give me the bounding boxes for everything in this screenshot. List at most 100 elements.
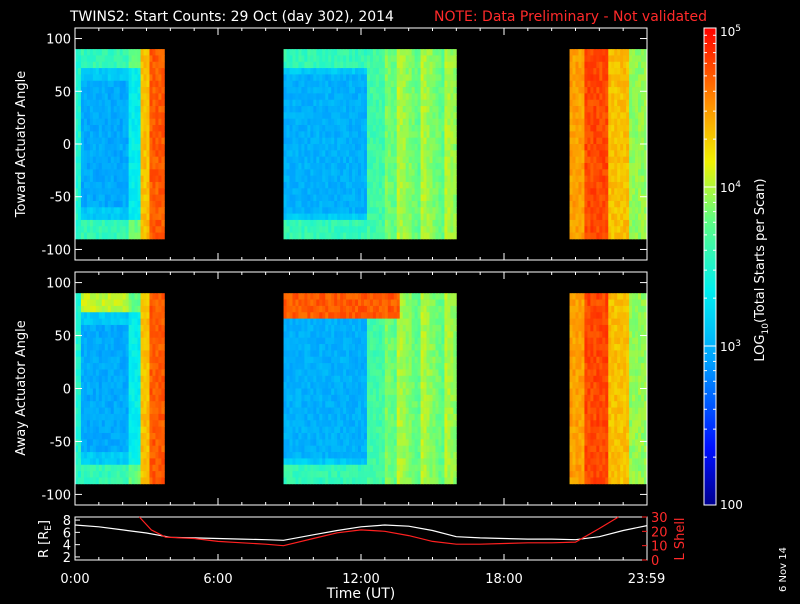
heatmap-cell (412, 163, 415, 170)
heatmap-cell (587, 131, 590, 138)
heatmap-cell (105, 100, 108, 107)
heatmap-cell (129, 201, 132, 208)
heatmap-cell (337, 344, 340, 351)
heatmap-cell (400, 233, 403, 240)
heatmap-cell (129, 55, 132, 62)
heatmap-cell (337, 157, 340, 164)
heatmap-cell (120, 74, 123, 81)
heatmap-cell (313, 112, 316, 119)
heatmap-cell (149, 150, 152, 157)
heatmap-cell (78, 207, 81, 214)
heatmap-cell (608, 201, 611, 208)
heatmap-cell (391, 138, 394, 145)
heatmap-cell (120, 452, 123, 459)
heatmap-cell (84, 182, 87, 189)
heatmap-cell (93, 207, 96, 214)
heatmap-cell (328, 74, 331, 81)
heatmap-cell (310, 195, 313, 202)
heatmap-cell (325, 357, 328, 364)
heatmap-cell (135, 207, 138, 214)
heatmap-cell (367, 163, 370, 170)
heatmap-cell (123, 214, 126, 221)
heatmap-cell (611, 220, 614, 227)
heatmap-cell (147, 131, 150, 138)
heatmap-cell (394, 131, 397, 138)
heatmap-cell (325, 100, 328, 107)
heatmap-cell (301, 119, 304, 126)
heatmap-cell (108, 214, 111, 221)
heatmap-cell (84, 331, 87, 338)
heatmap-cell (388, 138, 391, 145)
heatmap-cell (161, 195, 164, 202)
heatmap-cell (304, 382, 307, 389)
heatmap-cell (614, 68, 617, 75)
heatmap-cell (287, 331, 290, 338)
heatmap-cell (635, 138, 638, 145)
heatmap-cell (78, 357, 81, 364)
heatmap-cell (298, 74, 301, 81)
heatmap-cell (382, 125, 385, 132)
heatmap-cell (298, 414, 301, 421)
heatmap-cell (144, 201, 147, 208)
heatmap-cell (409, 188, 412, 195)
heatmap-cell (638, 163, 641, 170)
heatmap-cell (620, 207, 623, 214)
heatmap-cell (81, 458, 84, 465)
heatmap-cell (385, 188, 388, 195)
heatmap-cell (403, 125, 406, 132)
heatmap-cell (78, 62, 81, 69)
heatmap-cell (331, 420, 334, 427)
heatmap-cell (298, 420, 301, 427)
heatmap-cell (129, 319, 132, 326)
heatmap-cell (641, 93, 644, 100)
heatmap-cell (629, 55, 632, 62)
heatmap-cell (290, 74, 293, 81)
heatmap-cell (105, 106, 108, 113)
heatmap-cell (111, 119, 114, 126)
heatmap-cell (290, 325, 293, 332)
heatmap-cell (117, 138, 120, 145)
heatmap-cell (581, 93, 584, 100)
heatmap-cell (132, 157, 135, 164)
heatmap-cell (158, 62, 161, 69)
heatmap-cell (284, 176, 287, 183)
heatmap-cell (364, 138, 367, 145)
heatmap-cell (322, 350, 325, 357)
heatmap-cell (292, 157, 295, 164)
heatmap-cell (108, 344, 111, 351)
heatmap-cell (158, 93, 161, 100)
heatmap-cell (81, 401, 84, 408)
heatmap-cell (96, 119, 99, 126)
heatmap-cell (382, 201, 385, 208)
heatmap-cell (96, 452, 99, 459)
heatmap-cell (581, 74, 584, 81)
heatmap-cell (331, 369, 334, 376)
heatmap-cell (337, 433, 340, 440)
heatmap-cell (584, 112, 587, 119)
heatmap-cell (400, 195, 403, 202)
heatmap-cell (319, 131, 322, 138)
heatmap-cell (75, 201, 78, 208)
heatmap-cell (120, 382, 123, 389)
heatmap-cell (379, 233, 382, 240)
heatmap-cell (447, 138, 450, 145)
heatmap-cell (453, 220, 456, 227)
heatmap-cell (307, 433, 310, 440)
heatmap-cell (102, 125, 105, 132)
heatmap-cell (158, 144, 161, 151)
heatmap-cell (340, 306, 343, 313)
heatmap-cell (391, 87, 394, 94)
heatmap-cell (611, 112, 614, 119)
heatmap-cell (301, 144, 304, 151)
heatmap-cell (397, 119, 400, 126)
heatmap-cell (427, 163, 430, 170)
heatmap-cell (102, 389, 105, 396)
heatmap-cell (626, 182, 629, 189)
heatmap-cell (147, 344, 150, 351)
heatmap-cell (364, 62, 367, 69)
heatmap-cell (373, 201, 376, 208)
heatmap-cell (626, 176, 629, 183)
heatmap-cell (316, 188, 319, 195)
heatmap-cell (430, 220, 433, 227)
heatmap-cell (313, 119, 316, 126)
